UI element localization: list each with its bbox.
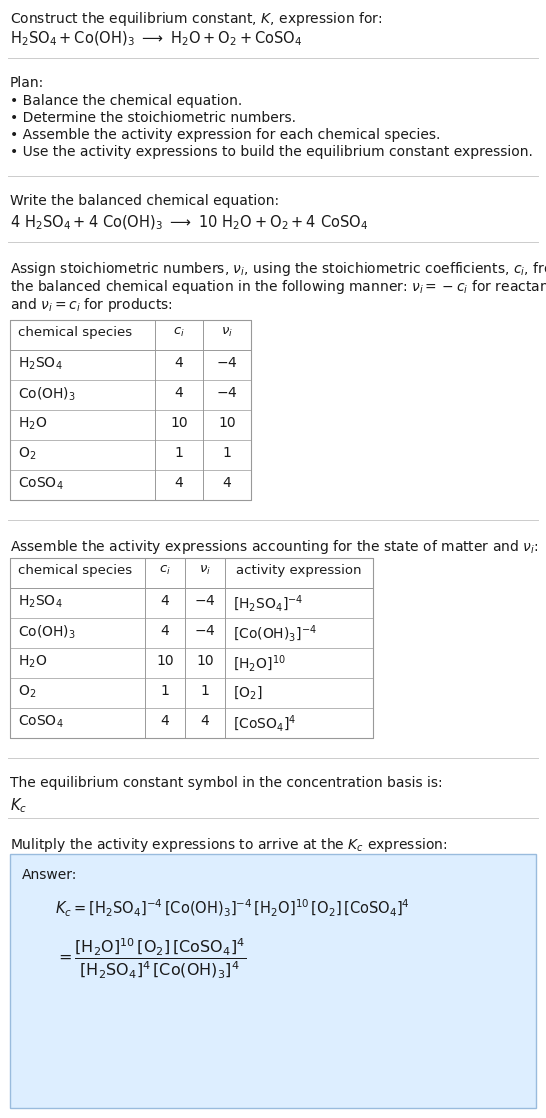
Text: $[\mathrm{H_2O}]^{10}$: $[\mathrm{H_2O}]^{10}$ — [233, 654, 286, 674]
Text: $\mathrm{Co(OH)_3}$: $\mathrm{Co(OH)_3}$ — [18, 386, 76, 404]
Text: $c_i$: $c_i$ — [173, 326, 185, 339]
Text: 1: 1 — [223, 446, 232, 459]
Text: 10: 10 — [170, 416, 188, 430]
Text: 10: 10 — [156, 654, 174, 667]
Text: $\mathrm{CoSO_4}$: $\mathrm{CoSO_4}$ — [18, 714, 63, 730]
Text: $\nu_i$: $\nu_i$ — [221, 326, 233, 339]
Text: $\mathrm{O_2}$: $\mathrm{O_2}$ — [18, 684, 36, 700]
Text: $\mathrm{O_2}$: $\mathrm{O_2}$ — [18, 446, 36, 463]
Bar — [10, 320, 251, 500]
Text: $\mathrm{CoSO_4}$: $\mathrm{CoSO_4}$ — [18, 476, 63, 492]
Text: 4: 4 — [161, 594, 169, 608]
Text: $\mathrm{H_2SO_4}$: $\mathrm{H_2SO_4}$ — [18, 356, 63, 372]
Text: $-4$: $-4$ — [194, 624, 216, 638]
Text: $-4$: $-4$ — [194, 594, 216, 608]
Text: 4: 4 — [161, 714, 169, 728]
Text: Answer:: Answer: — [22, 868, 78, 882]
Text: Assign stoichiometric numbers, $\nu_i$, using the stoichiometric coefficients, $: Assign stoichiometric numbers, $\nu_i$, … — [10, 260, 546, 278]
Text: $-4$: $-4$ — [216, 386, 238, 400]
Text: activity expression: activity expression — [236, 563, 362, 577]
Text: 1: 1 — [200, 684, 210, 698]
Text: 10: 10 — [196, 654, 214, 667]
Text: Mulitply the activity expressions to arrive at the $K_c$ expression:: Mulitply the activity expressions to arr… — [10, 836, 447, 854]
Text: $-4$: $-4$ — [216, 356, 238, 370]
Text: 4: 4 — [175, 386, 183, 400]
Text: 4: 4 — [223, 476, 232, 490]
Text: $K_c$: $K_c$ — [10, 796, 27, 815]
Text: chemical species: chemical species — [18, 563, 132, 577]
Text: the balanced chemical equation in the following manner: $\nu_i = -c_i$ for react: the balanced chemical equation in the fo… — [10, 278, 546, 296]
Text: • Use the activity expressions to build the equilibrium constant expression.: • Use the activity expressions to build … — [10, 145, 533, 159]
Text: $\mathrm{H_2SO_4}$: $\mathrm{H_2SO_4}$ — [18, 594, 63, 610]
Text: 1: 1 — [161, 684, 169, 698]
Text: and $\nu_i = c_i$ for products:: and $\nu_i = c_i$ for products: — [10, 296, 173, 314]
Text: 4: 4 — [200, 714, 209, 728]
Text: Construct the equilibrium constant, $K$, expression for:: Construct the equilibrium constant, $K$,… — [10, 10, 383, 28]
Text: $= \dfrac{[\mathrm{H_2O}]^{10}\,[\mathrm{O_2}]\,[\mathrm{CoSO_4}]^4}{[\mathrm{H_: $= \dfrac{[\mathrm{H_2O}]^{10}\,[\mathrm… — [55, 936, 246, 979]
Text: The equilibrium constant symbol in the concentration basis is:: The equilibrium constant symbol in the c… — [10, 776, 443, 790]
Text: $\mathrm{H_2O}$: $\mathrm{H_2O}$ — [18, 416, 48, 433]
Text: $\mathrm{Co(OH)_3}$: $\mathrm{Co(OH)_3}$ — [18, 624, 76, 642]
Text: 4: 4 — [175, 356, 183, 370]
Text: Write the balanced chemical equation:: Write the balanced chemical equation: — [10, 195, 279, 208]
Text: $[\mathrm{Co(OH)_3}]^{-4}$: $[\mathrm{Co(OH)_3}]^{-4}$ — [233, 624, 317, 644]
Text: 4: 4 — [175, 476, 183, 490]
Text: • Determine the stoichiometric numbers.: • Determine the stoichiometric numbers. — [10, 111, 296, 125]
Bar — [10, 854, 536, 1108]
Text: $\nu_i$: $\nu_i$ — [199, 563, 211, 577]
Text: $c_i$: $c_i$ — [159, 563, 171, 577]
Text: $[\mathrm{H_2SO_4}]^{-4}$: $[\mathrm{H_2SO_4}]^{-4}$ — [233, 594, 303, 615]
Text: $K_c = [\mathrm{H_2SO_4}]^{-4}\,[\mathrm{Co(OH)_3}]^{-4}\,[\mathrm{H_2O}]^{10}\,: $K_c = [\mathrm{H_2SO_4}]^{-4}\,[\mathrm… — [55, 898, 410, 919]
Text: $[\mathrm{CoSO_4}]^{4}$: $[\mathrm{CoSO_4}]^{4}$ — [233, 714, 296, 735]
Text: 10: 10 — [218, 416, 236, 430]
Bar — [10, 558, 373, 738]
Text: Plan:: Plan: — [10, 76, 44, 91]
Text: $4\ \mathrm{H_2SO_4} + 4\ \mathrm{Co(OH)_3}\ \longrightarrow\ 10\ \mathrm{H_2O} : $4\ \mathrm{H_2SO_4} + 4\ \mathrm{Co(OH)… — [10, 214, 368, 233]
Text: Assemble the activity expressions accounting for the state of matter and $\nu_i$: Assemble the activity expressions accoun… — [10, 538, 538, 556]
Text: • Balance the chemical equation.: • Balance the chemical equation. — [10, 94, 242, 108]
Text: $\mathrm{H_2SO_4} + \mathrm{Co(OH)_3}\ \longrightarrow\ \mathrm{H_2O} + \mathrm{: $\mathrm{H_2SO_4} + \mathrm{Co(OH)_3}\ \… — [10, 30, 302, 48]
Text: $\mathrm{H_2O}$: $\mathrm{H_2O}$ — [18, 654, 48, 671]
Text: • Assemble the activity expression for each chemical species.: • Assemble the activity expression for e… — [10, 127, 441, 142]
Text: chemical species: chemical species — [18, 326, 132, 339]
Text: 4: 4 — [161, 624, 169, 638]
Text: 1: 1 — [175, 446, 183, 459]
Text: $[\mathrm{O_2}]$: $[\mathrm{O_2}]$ — [233, 684, 263, 701]
